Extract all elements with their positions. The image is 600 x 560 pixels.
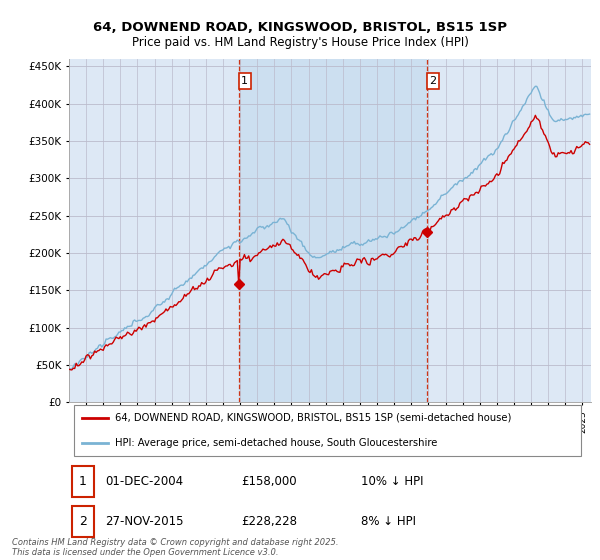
Text: 1: 1: [241, 76, 248, 86]
Text: 2: 2: [79, 515, 86, 528]
Text: 2: 2: [430, 76, 437, 86]
Text: 64, DOWNEND ROAD, KINGSWOOD, BRISTOL, BS15 1SP: 64, DOWNEND ROAD, KINGSWOOD, BRISTOL, BS…: [93, 21, 507, 34]
Text: Contains HM Land Registry data © Crown copyright and database right 2025.
This d: Contains HM Land Registry data © Crown c…: [12, 538, 338, 557]
FancyBboxPatch shape: [74, 404, 581, 456]
Text: 8% ↓ HPI: 8% ↓ HPI: [361, 515, 416, 528]
Text: 1: 1: [79, 475, 86, 488]
FancyBboxPatch shape: [71, 506, 94, 537]
Bar: [239, 59, 427, 402]
Text: Price paid vs. HM Land Registry's House Price Index (HPI): Price paid vs. HM Land Registry's House …: [131, 36, 469, 49]
Text: 01-DEC-2004: 01-DEC-2004: [106, 475, 184, 488]
Text: HPI: Average price, semi-detached house, South Gloucestershire: HPI: Average price, semi-detached house,…: [115, 438, 437, 449]
Text: £228,228: £228,228: [241, 515, 297, 528]
Text: £158,000: £158,000: [241, 475, 297, 488]
Text: 64, DOWNEND ROAD, KINGSWOOD, BRISTOL, BS15 1SP (semi-detached house): 64, DOWNEND ROAD, KINGSWOOD, BRISTOL, BS…: [115, 413, 511, 422]
Text: 27-NOV-2015: 27-NOV-2015: [106, 515, 184, 528]
FancyBboxPatch shape: [71, 465, 94, 497]
Text: 10% ↓ HPI: 10% ↓ HPI: [361, 475, 424, 488]
